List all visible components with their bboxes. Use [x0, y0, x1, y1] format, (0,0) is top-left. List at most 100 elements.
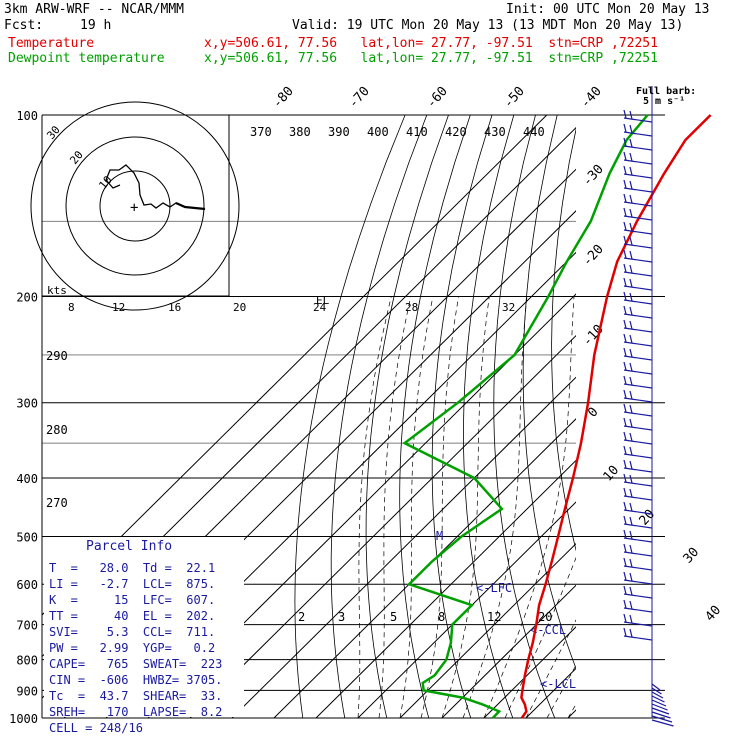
theta-label: 280 [46, 423, 68, 437]
wind-barb-flag [623, 613, 627, 623]
hodograph-speed-label: 20 [233, 301, 246, 314]
wind-barb [623, 621, 653, 627]
temperature-legend-label: Temperature [8, 36, 95, 51]
forecast-hour: 19 h [80, 18, 112, 33]
wind-barb-flag [629, 614, 633, 624]
wind-barb [623, 635, 653, 641]
moist-adiabat-lines [357, 296, 576, 718]
isotherm-line [42, 115, 548, 616]
model-title: 3km ARW-WRF -- NCAR/MMM [4, 2, 185, 17]
wind-barb-flag [629, 572, 633, 582]
isotherm-line [441, 584, 576, 718]
wind-barb-flag [623, 459, 627, 469]
isotherm-line [147, 293, 576, 718]
wind-barbs [623, 109, 674, 727]
moist-adiabat [546, 664, 576, 718]
wind-barb-flag [623, 487, 627, 497]
wind-barb-flag [629, 488, 633, 498]
wind-barb-flag [623, 165, 627, 175]
parcel-info-row: T = 28.0 Td = 22.1 [49, 561, 216, 575]
isotherm-line [483, 626, 576, 718]
wind-barb [623, 383, 653, 389]
moist-adiabat [420, 296, 459, 718]
pressure-label: 300 [16, 397, 38, 411]
wind-barb-flag [629, 474, 633, 484]
wind-barb [623, 551, 653, 557]
wind-barb-flag [623, 585, 627, 595]
wind-barb-flag [623, 501, 627, 511]
temperature-location-info: x,y=506.61, 77.56 lat,lon= 27.77, -97.51… [204, 36, 658, 51]
mixing-ratio-label: 20 [538, 610, 552, 624]
parcel-info-row: SVI= 5.3 CCL= 711. [49, 625, 216, 639]
init-time: Init: 00 UTC Mon 20 May 13 [506, 2, 710, 17]
wind-barb [623, 201, 653, 207]
wind-barb-flag [623, 445, 627, 455]
wind-barb-flag [629, 376, 633, 386]
wind-barb-flag [629, 152, 633, 162]
wind-barb-flag [623, 515, 627, 525]
pressure-label: 400 [16, 472, 38, 486]
wind-barb-flag [623, 529, 627, 539]
isotherm-label: -40 [578, 84, 605, 111]
isotherm-line [399, 542, 576, 718]
isotherm-label: -20 [580, 242, 607, 269]
wind-barb-flag [629, 404, 633, 414]
wind-barb [623, 495, 653, 501]
wind-barb [623, 439, 653, 445]
wind-barb-flag [629, 278, 633, 288]
theta-label: 290 [46, 349, 68, 363]
wind-barb-flag [623, 179, 627, 189]
wind-barb-flag [629, 362, 633, 372]
wind-barb-flag [623, 235, 627, 245]
wind-barb-flag [629, 334, 633, 344]
wind-barb-flag [629, 600, 633, 610]
mixing-ratio-label: 3 [338, 610, 345, 624]
dry-adiabat [365, 115, 449, 718]
wind-barb-flag [629, 432, 633, 442]
wind-barb [623, 579, 653, 585]
hodograph-kts-label: kts [47, 284, 67, 297]
wind-barb-lowlevel [651, 719, 674, 727]
dewpoint-location-info: x,y=506.61, 77.56 lat,lon= 27.77, -97.51… [204, 51, 658, 66]
parcel-info-row: CELL = 248/16 [49, 721, 143, 735]
hodograph-speed-label: 12 [112, 301, 125, 314]
moist-adiabat [441, 296, 490, 718]
hodograph-trace [105, 164, 206, 210]
parcel-info-row: Tc = 43.7 SHEAR= 33. [49, 689, 223, 703]
wind-barb-flag [629, 418, 633, 428]
parcel-info-title: Parcel Info [86, 539, 173, 554]
wind-barb-flag [629, 124, 633, 134]
wind-barb [623, 117, 653, 123]
moist-adiabat [378, 296, 412, 718]
wind-barb-flag [629, 516, 633, 526]
parcel-info-row: LI = -2.7 LCL= 875. [49, 577, 216, 591]
wind-barb-lowlevel [651, 711, 671, 719]
theta-label: 270 [46, 496, 68, 510]
pressure-label: 900 [16, 684, 38, 698]
pressure-label: 600 [16, 578, 38, 592]
dewpoint-legend-label: Dewpoint temperature [8, 51, 165, 66]
wind-barb-flag [623, 277, 627, 287]
isotherm-label: -10 [580, 322, 607, 349]
wind-barb [623, 369, 653, 375]
wind-barb-lowlevel [651, 683, 661, 691]
wind-barb-lowlevel [651, 699, 667, 707]
hodograph-center-marker: + [130, 200, 138, 216]
isotherm-label: 40 [703, 603, 725, 625]
wind-barb-flag [629, 236, 633, 246]
wind-barb-flag [629, 502, 633, 512]
wind-barb-lowlevel [651, 687, 662, 695]
hodograph-ring-label: 30 [44, 123, 62, 142]
hodograph-ring-label: 10 [96, 173, 114, 192]
wind-barb [623, 159, 653, 165]
wind-barb [623, 397, 653, 403]
wind-legend-line2: 5 m s⁻¹ [643, 96, 685, 107]
parcel-info-panel: Parcel Info T = 28.0 Td = 22.1 LI = -2.7… [44, 537, 244, 735]
wind-barb-flag [629, 390, 633, 400]
wind-barb [623, 173, 653, 179]
wind-barb-flag [623, 599, 627, 609]
theta-label: 400 [367, 125, 389, 139]
el-marker: EL [316, 294, 330, 307]
